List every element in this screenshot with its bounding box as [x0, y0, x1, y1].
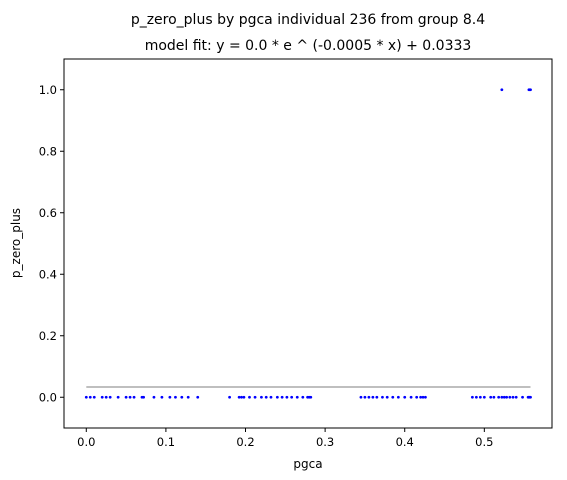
- data-point: [500, 88, 504, 92]
- data-point: [295, 395, 299, 399]
- data-point: [84, 395, 88, 399]
- data-point: [242, 395, 246, 399]
- data-point: [237, 395, 241, 399]
- y-tick-label: 0.8: [39, 144, 57, 158]
- data-point: [500, 395, 504, 399]
- plot-frame: [63, 58, 553, 429]
- data-point: [385, 395, 389, 399]
- data-point: [470, 395, 474, 399]
- chart-title: p_zero_plus by pgca individual 236 from …: [131, 12, 485, 28]
- data-point: [264, 395, 268, 399]
- x-tick-label: 0.5: [475, 435, 493, 449]
- data-point: [168, 395, 172, 399]
- data-point: [371, 395, 375, 399]
- data-point: [502, 395, 506, 399]
- data-point: [88, 395, 92, 399]
- data-point: [403, 395, 407, 399]
- data-point: [290, 395, 294, 399]
- data-point: [253, 395, 257, 399]
- y-tick-label: 0.0: [39, 390, 57, 404]
- y-tick-label: 0.2: [39, 329, 57, 343]
- data-point: [529, 395, 532, 399]
- data-point: [396, 395, 400, 399]
- y-tick-label: 1.0: [39, 83, 57, 97]
- y-tick-label: 0.4: [39, 267, 57, 281]
- chart-subtitle: model fit: y = 0.0 * e ^ (-0.0005 * x) +…: [145, 38, 472, 54]
- data-point: [152, 395, 156, 399]
- data-point: [363, 395, 367, 399]
- data-point: [492, 395, 496, 399]
- data-point: [186, 395, 190, 399]
- x-tick-label: 0.3: [316, 435, 334, 449]
- x-tick-label: 0.4: [396, 435, 414, 449]
- data-point: [260, 395, 263, 399]
- data-point: [474, 395, 478, 399]
- data-point: [419, 395, 423, 399]
- y-tick-label: 0.6: [39, 206, 57, 220]
- data-point: [367, 395, 371, 399]
- data-point: [529, 88, 532, 92]
- data-point: [269, 395, 273, 399]
- data-point: [128, 395, 132, 399]
- data-point: [240, 395, 243, 399]
- data-point: [280, 395, 284, 399]
- data-point: [391, 395, 395, 399]
- data-point: [505, 395, 509, 399]
- data-point: [180, 395, 184, 399]
- data-point: [521, 395, 524, 399]
- data-point: [511, 395, 515, 399]
- x-tick-label: 0.2: [236, 435, 254, 449]
- data-point: [375, 395, 379, 399]
- data-point: [309, 395, 313, 399]
- data-point: [424, 395, 427, 399]
- data-point: [359, 395, 363, 399]
- data-point: [92, 395, 96, 399]
- data-point: [248, 395, 251, 399]
- data-point: [196, 395, 200, 399]
- data-point: [160, 395, 164, 399]
- data-point: [301, 395, 305, 399]
- data-point: [104, 395, 108, 399]
- data-point: [415, 395, 419, 399]
- data-point: [285, 395, 289, 399]
- data-point: [409, 395, 413, 399]
- data-point: [228, 395, 231, 399]
- data-point: [489, 395, 493, 399]
- x-axis-label: pgca: [293, 457, 322, 471]
- data-point: [381, 395, 384, 399]
- data-point: [478, 395, 482, 399]
- plot-area: 0.0 0.1 0.2 0.3 0.4 0.5 0.0 0.2 0.4 0.6 0.8 1.0: [39, 58, 553, 449]
- data-point: [116, 395, 120, 399]
- data-point: [275, 395, 279, 399]
- data-point: [142, 395, 146, 399]
- data-point: [132, 395, 136, 399]
- data-point: [497, 395, 501, 399]
- data-point: [124, 395, 128, 399]
- data-point: [514, 395, 518, 399]
- x-tick-label: 0.0: [77, 435, 95, 449]
- data-point: [482, 395, 486, 399]
- x-tick-label: 0.1: [157, 435, 175, 449]
- y-axis-label: p_zero_plus: [9, 208, 23, 278]
- data-point: [508, 395, 512, 399]
- data-point: [108, 395, 112, 399]
- data-point: [100, 395, 104, 399]
- data-point: [421, 395, 425, 399]
- data-point: [174, 395, 177, 399]
